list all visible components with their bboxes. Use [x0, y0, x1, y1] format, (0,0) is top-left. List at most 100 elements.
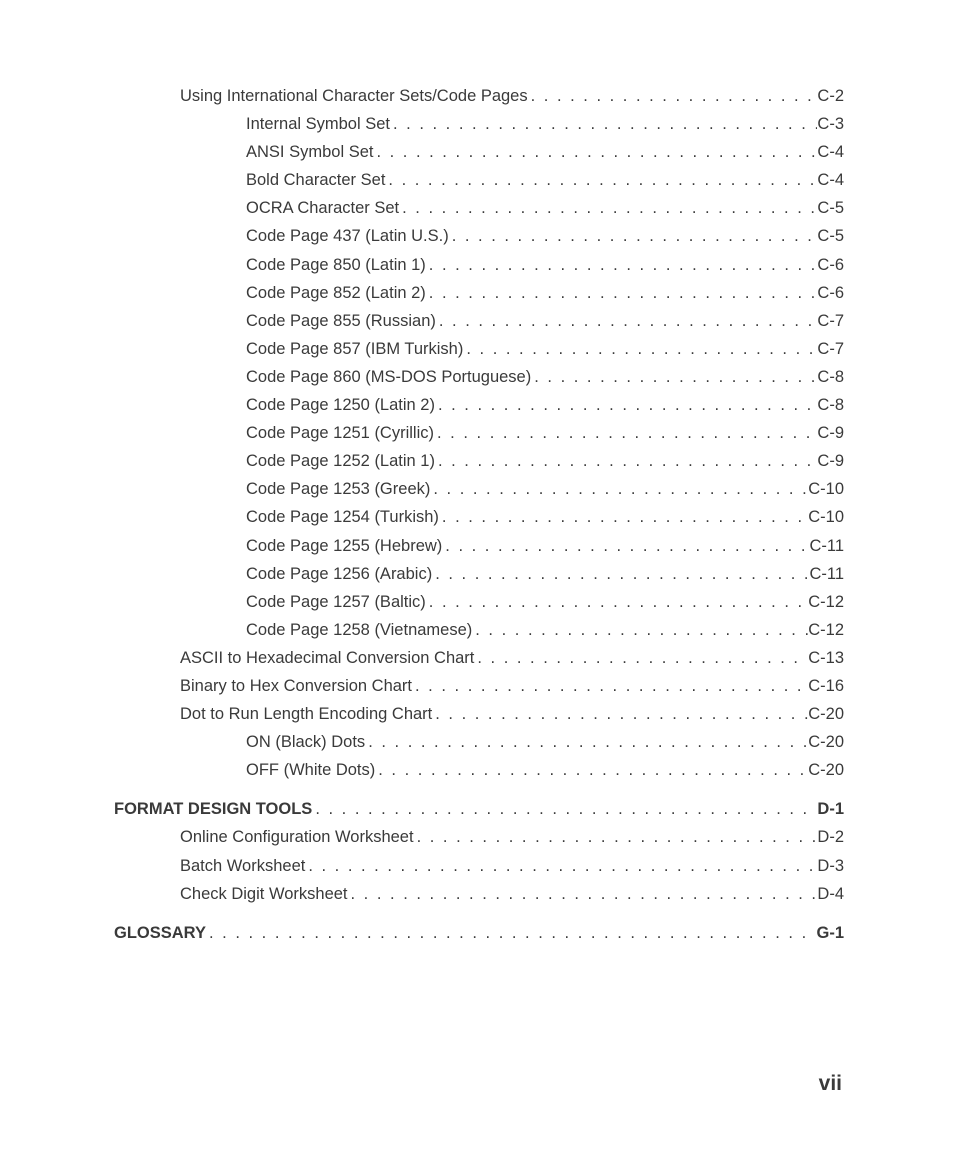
toc-dot-leader [436, 313, 818, 330]
toc-entry-label: Batch Worksheet [180, 858, 305, 875]
toc-dot-leader [432, 566, 809, 583]
toc-entry-page: C-10 [808, 481, 844, 498]
toc-row: Code Page 860 (MS-DOS Portuguese) C-8 [114, 369, 844, 386]
toc-entry-label: Online Configuration Worksheet [180, 829, 414, 846]
toc-group-gap [114, 914, 844, 925]
toc-row: GLOSSARY G-1 [114, 925, 844, 942]
toc-entry-label: OCRA Character Set [246, 200, 399, 217]
toc-dot-leader [390, 116, 817, 133]
toc-entry-page: C-11 [809, 566, 844, 583]
toc-entry-label: Dot to Run Length Encoding Chart [180, 706, 432, 723]
toc-entry-page: C-12 [808, 622, 844, 639]
toc-entry-label: Using International Character Sets/Code … [180, 88, 528, 105]
toc-entry-page: C-5 [817, 228, 844, 245]
toc-row: Code Page 850 (Latin 1)C-6 [114, 257, 844, 274]
toc-row: Using International Character Sets/Code … [114, 88, 844, 105]
toc-entry-label: ASCII to Hexadecimal Conversion Chart [180, 650, 474, 667]
toc-entry-label: Code Page 1252 (Latin 1) [246, 453, 435, 470]
toc-entry-page: G-1 [816, 925, 844, 942]
toc-row: Code Page 1252 (Latin 1)C-9 [114, 453, 844, 470]
toc-entry-page: C-10 [808, 509, 844, 526]
toc-entry-page: C-5 [817, 200, 844, 217]
toc-entry-page: C-9 [817, 425, 844, 442]
toc-dot-leader [435, 397, 817, 414]
toc-dot-leader [426, 257, 818, 274]
toc-row: Code Page 1256 (Arabic)C-11 [114, 566, 844, 583]
toc-entry-label: Code Page 1257 (Baltic) [246, 594, 426, 611]
toc-dot-leader [528, 88, 818, 105]
toc-dot-leader [449, 228, 818, 245]
toc-dot-leader [305, 858, 817, 875]
toc-entry-label: ANSI Symbol Set [246, 144, 373, 161]
toc-dot-leader [373, 144, 817, 161]
toc-dot-leader [474, 650, 808, 667]
toc-entry-label: Code Page 855 (Russian) [246, 313, 436, 330]
toc-row: Code Page 857 (IBM Turkish) C-7 [114, 341, 844, 358]
toc-row: Code Page 1251 (Cyrillic) C-9 [114, 425, 844, 442]
toc-row: Online Configuration WorksheetD-2 [114, 829, 844, 846]
toc-row: Code Page 855 (Russian) C-7 [114, 313, 844, 330]
toc-entry-page: C-11 [809, 538, 844, 555]
toc-entry-label: Code Page 860 (MS-DOS Portuguese) [246, 369, 531, 386]
toc-dot-leader [439, 509, 808, 526]
toc-dot-leader [206, 925, 817, 942]
toc-dot-leader [426, 285, 818, 302]
toc-row: OCRA Character Set C-5 [114, 200, 844, 217]
toc-entry-label: GLOSSARY [114, 925, 206, 942]
toc-entry-page: D-1 [817, 801, 844, 818]
page-number: vii [819, 1072, 842, 1096]
toc-dot-leader [348, 886, 818, 903]
toc-entry-page: C-8 [817, 369, 844, 386]
toc-entry-label: FORMAT DESIGN TOOLS [114, 801, 312, 818]
toc-entry-page: C-13 [808, 650, 844, 667]
toc-entry-page: C-6 [817, 285, 844, 302]
toc-entry-page: C-20 [808, 734, 844, 751]
toc-entry-label: Code Page 437 (Latin U.S.) [246, 228, 449, 245]
toc-dot-leader [312, 801, 817, 818]
toc-row: Batch WorksheetD-3 [114, 858, 844, 875]
toc-dot-leader [375, 762, 808, 779]
toc-entry-label: Check Digit Worksheet [180, 886, 348, 903]
toc-entry-page: C-7 [817, 313, 844, 330]
toc-row: Code Page 1250 (Latin 2)C-8 [114, 397, 844, 414]
toc-entry-label: Code Page 857 (IBM Turkish) [246, 341, 463, 358]
toc-row: Binary to Hex Conversion ChartC-16 [114, 678, 844, 695]
toc-entry-label: OFF (White Dots) [246, 762, 375, 779]
toc-entry-label: Code Page 1253 (Greek) [246, 481, 430, 498]
toc-entry-label: Code Page 1255 (Hebrew) [246, 538, 442, 555]
toc-row: ANSI Symbol SetC-4 [114, 144, 844, 161]
toc-entry-page: D-4 [817, 886, 844, 903]
toc-row: OFF (White Dots) C-20 [114, 762, 844, 779]
toc-entry-page: C-3 [817, 116, 844, 133]
toc-entry-label: Bold Character Set [246, 172, 385, 189]
toc-row: Internal Symbol Set C-3 [114, 116, 844, 133]
toc-entry-page: C-8 [817, 397, 844, 414]
toc-entry-label: Code Page 852 (Latin 2) [246, 285, 426, 302]
toc-dot-leader [365, 734, 808, 751]
toc-dot-leader [435, 453, 817, 470]
toc-dot-leader [463, 341, 817, 358]
toc-entry-label: Code Page 850 (Latin 1) [246, 257, 426, 274]
toc-entry-page: C-2 [817, 88, 844, 105]
toc-row: FORMAT DESIGN TOOLS D-1 [114, 801, 844, 818]
toc-entry-page: C-7 [817, 341, 844, 358]
toc-row: Dot to Run Length Encoding Chart C-20 [114, 706, 844, 723]
toc-row: Check Digit Worksheet D-4 [114, 886, 844, 903]
toc-entry-page: C-20 [808, 706, 844, 723]
toc-row: Code Page 437 (Latin U.S.) C-5 [114, 228, 844, 245]
toc-entry-label: Code Page 1251 (Cyrillic) [246, 425, 434, 442]
toc-entry-page: C-20 [808, 762, 844, 779]
toc-entry-label: ON (Black) Dots [246, 734, 365, 751]
toc-entry-page: C-16 [808, 678, 844, 695]
toc-dot-leader [426, 594, 808, 611]
toc-dot-leader [442, 538, 809, 555]
toc-entry-label: Internal Symbol Set [246, 116, 390, 133]
toc-row: Code Page 1253 (Greek) C-10 [114, 481, 844, 498]
table-of-contents: Using International Character Sets/Code … [114, 88, 844, 941]
toc-dot-leader [531, 369, 817, 386]
toc-row: Code Page 1257 (Baltic)C-12 [114, 594, 844, 611]
toc-entry-page: C-4 [817, 172, 844, 189]
toc-dot-leader [412, 678, 808, 695]
toc-row: ASCII to Hexadecimal Conversion Chart C-1… [114, 650, 844, 667]
toc-row: Bold Character Set C-4 [114, 172, 844, 189]
